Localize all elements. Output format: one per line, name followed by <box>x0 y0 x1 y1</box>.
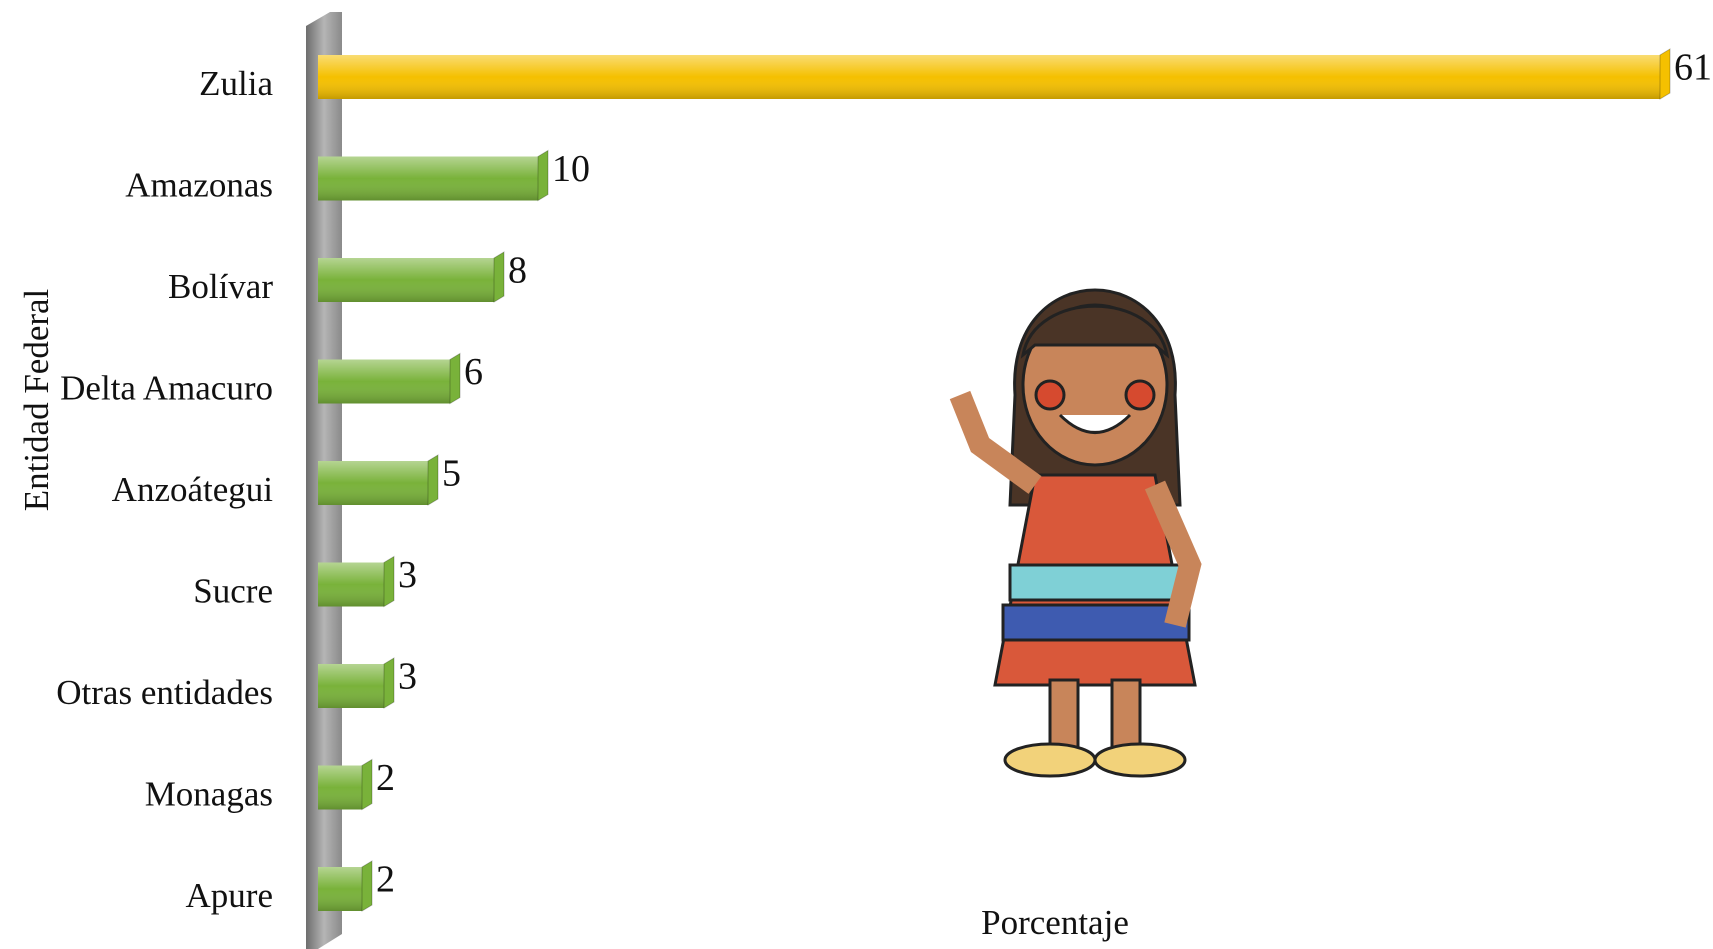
bar-shine <box>318 258 494 302</box>
bar-end <box>384 557 394 607</box>
y-tick-label: Monagas <box>145 775 273 814</box>
value-label: 5 <box>442 453 461 495</box>
y-tick-label: Delta Amacuro <box>60 369 273 408</box>
chart: Porcentaje Entidad Federal Zulia 61 Amazon… <box>0 0 1713 949</box>
y-tick-label: Amazonas <box>125 166 273 205</box>
value-label: 2 <box>376 757 395 799</box>
bar-end <box>538 151 548 201</box>
bar-shine <box>318 55 1660 99</box>
bar-end <box>362 861 372 911</box>
value-label: 6 <box>464 351 483 393</box>
value-label: 10 <box>552 148 590 190</box>
bar-end <box>428 455 438 505</box>
bar-shine <box>318 766 362 810</box>
illustration <box>960 290 1195 776</box>
value-label: 3 <box>398 656 417 698</box>
bar-shine <box>318 664 384 708</box>
y-tick-label: Apure <box>186 876 273 915</box>
bar-shine <box>318 360 450 404</box>
y-tick-label: Otras entidades <box>56 673 273 712</box>
value-label: 3 <box>398 554 417 596</box>
bar-end <box>362 760 372 810</box>
bar-end <box>384 658 394 708</box>
y-tick-label: Sucre <box>193 572 273 611</box>
y-tick-label: Bolívar <box>168 267 273 306</box>
value-label: 61 <box>1674 47 1712 89</box>
value-label: 2 <box>376 859 395 901</box>
bar-end <box>1660 49 1670 99</box>
x-axis-label: Porcentaje <box>981 903 1129 942</box>
value-label: 8 <box>508 250 527 292</box>
bar-end <box>450 354 460 404</box>
y-tick-label: Anzoátegui <box>112 470 274 509</box>
bar-shine <box>318 157 538 201</box>
bar-shine <box>318 563 384 607</box>
bar-shine <box>318 867 362 911</box>
bar-end <box>494 252 504 302</box>
y-axis-label: Entidad Federal <box>17 288 56 511</box>
y-tick-label: Zulia <box>199 64 273 103</box>
bar-shine <box>318 461 428 505</box>
